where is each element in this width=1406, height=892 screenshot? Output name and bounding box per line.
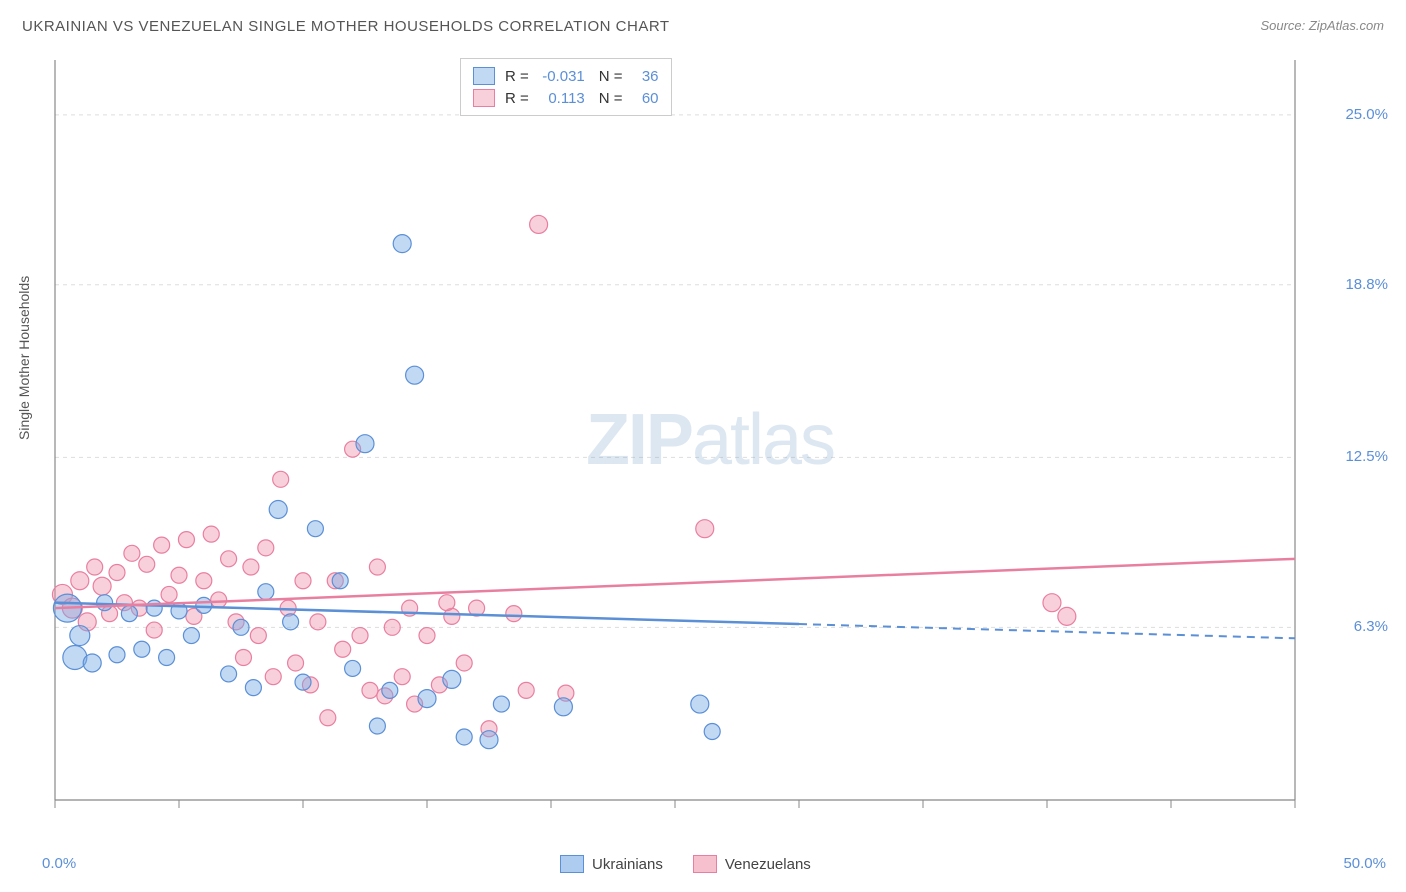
y-tick-label: 12.5% (1345, 448, 1388, 465)
series-legend: Ukrainians Venezuelans (560, 855, 811, 873)
stat-row: R =-0.031N =36 (473, 65, 659, 87)
legend-label: Venezuelans (725, 856, 811, 873)
legend-label: Ukrainians (592, 856, 663, 873)
y-tick-label: 25.0% (1345, 106, 1388, 123)
y-axis-label: Single Mother Households (16, 276, 32, 440)
scatter-chart: ZIPatlas (50, 55, 1370, 825)
y-tick-label: 18.8% (1345, 276, 1388, 293)
legend-item: Ukrainians (560, 855, 663, 873)
source-label: Source: ZipAtlas.com (1260, 18, 1384, 33)
legend-item: Venezuelans (693, 855, 811, 873)
y-tick-label: 6.3% (1354, 618, 1388, 635)
chart-title: UKRAINIAN VS VENEZUELAN SINGLE MOTHER HO… (22, 18, 670, 35)
legend-swatch-icon (560, 855, 584, 873)
x-axis-end-label: 50.0% (1343, 855, 1386, 872)
stat-row: R =0.113N =60 (473, 87, 659, 109)
correlation-stats-box: R =-0.031N =36R =0.113N =60 (460, 58, 672, 116)
chart-svg (50, 55, 1370, 825)
legend-swatch-icon (473, 67, 495, 85)
x-axis-start-label: 0.0% (42, 855, 76, 872)
legend-swatch-icon (693, 855, 717, 873)
legend-swatch-icon (473, 89, 495, 107)
